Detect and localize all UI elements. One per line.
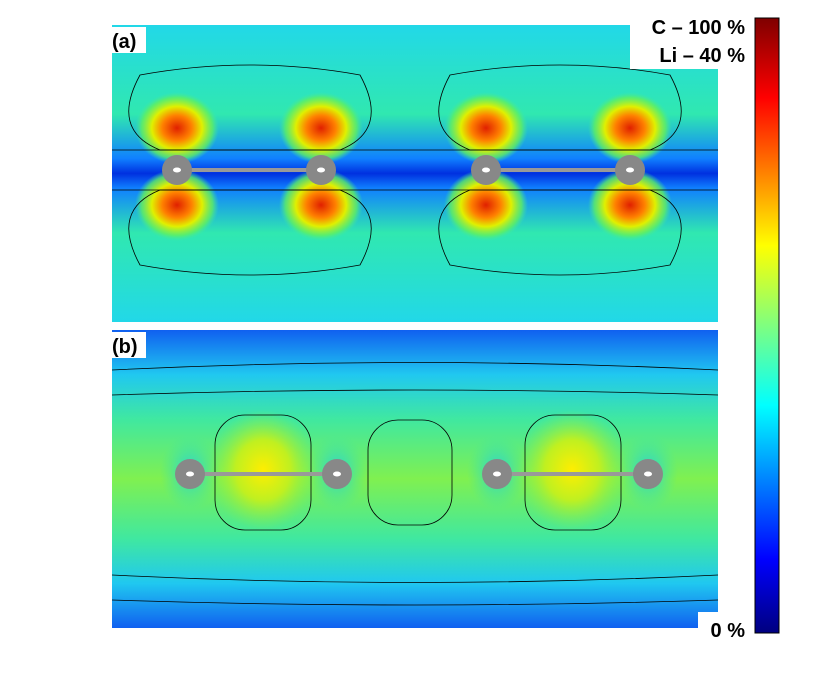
- panel-b: (b): [110, 330, 719, 628]
- panel-a: (a): [110, 25, 718, 322]
- panel-label: (b): [112, 336, 138, 358]
- colorbar-top-label: C – 100 %: [652, 17, 746, 39]
- colorbar: C – 100 % Li – 40 % 0 %: [630, 15, 780, 642]
- colorbar-top-label: Li – 40 %: [659, 45, 745, 67]
- colorbar-bottom-label: 0 %: [711, 620, 746, 642]
- panel-label: (a): [112, 31, 136, 53]
